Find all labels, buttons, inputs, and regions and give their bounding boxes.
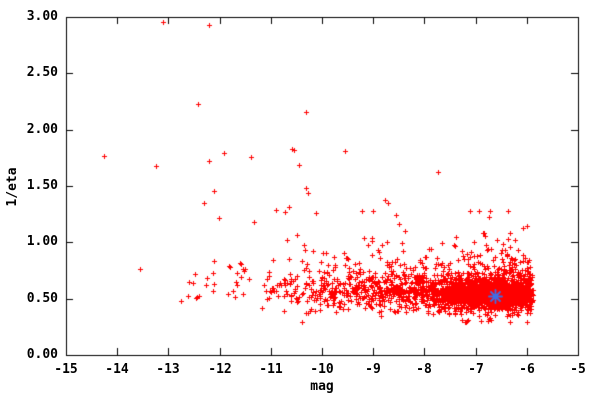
y-tick-label: 2.00 <box>26 122 58 137</box>
x-tick-label: -14 <box>105 362 129 377</box>
y-axis-title: 1/eta <box>5 167 20 207</box>
x-tick-label: -7 <box>468 362 484 377</box>
y-tick-label: 0.50 <box>26 291 58 306</box>
y-tick-label: 1.00 <box>26 234 58 249</box>
x-tick-label: -9 <box>365 362 381 377</box>
x-tick-label: -13 <box>156 362 180 377</box>
x-tick-label: -12 <box>208 362 232 377</box>
x-tick-label: -8 <box>416 362 432 377</box>
x-tick-label: -10 <box>310 362 334 377</box>
x-axis-title: mag <box>310 379 334 394</box>
y-tick-label: 3.00 <box>26 9 58 24</box>
y-tick-label: 1.50 <box>26 178 58 193</box>
y-tick-label: 0.00 <box>26 347 58 362</box>
x-tick-label: -6 <box>519 362 535 377</box>
x-tick-label: -15 <box>54 362 78 377</box>
x-tick-label: -11 <box>259 362 283 377</box>
x-tick-label: -5 <box>570 362 586 377</box>
y-tick-label: 2.50 <box>26 65 58 80</box>
